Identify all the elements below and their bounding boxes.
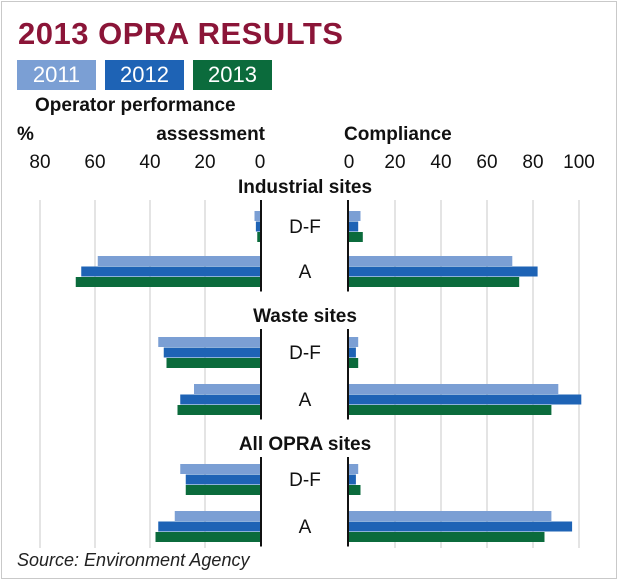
legend-item-2011: 2011	[17, 60, 96, 90]
bar-left-2013	[185, 485, 260, 495]
right-tick-label: 80	[522, 152, 543, 173]
chart-title: 2013 OPRA RESULTS	[18, 16, 344, 51]
bar-right-2011	[349, 337, 359, 347]
bar-left-2013	[166, 358, 260, 368]
bar-right-2013	[349, 532, 545, 542]
bar-left-2012	[185, 474, 260, 485]
bar-left-2011	[254, 211, 260, 221]
category-label: D-F	[289, 470, 321, 491]
right-tick-label: 20	[384, 152, 405, 173]
source-note: Source: Environment Agency	[17, 550, 250, 570]
left-tick-label: 0	[255, 152, 266, 173]
category-label: D-F	[289, 343, 321, 364]
category-label: A	[299, 262, 312, 283]
bar-left-2012	[81, 266, 260, 277]
bar-right-2012	[349, 521, 573, 532]
bar-right-2011	[349, 211, 361, 221]
left-tick-label: 20	[194, 152, 215, 173]
legend-item-2013: 2013	[193, 60, 272, 90]
bar-left-2013	[155, 532, 260, 542]
bar-right-2011	[349, 256, 513, 266]
bar-left-2011	[194, 384, 260, 394]
bar-right-2011	[349, 464, 359, 474]
right-panel-title: Compliance	[344, 124, 452, 145]
bar-right-2012	[349, 474, 356, 485]
left-panel-unit: %	[17, 124, 34, 145]
legend: 2011 2012 2013	[17, 60, 272, 90]
group-title: Waste sites	[253, 306, 357, 327]
bar-right-2012	[349, 394, 582, 405]
bar-right-2013	[349, 485, 361, 495]
bar-left-2013	[257, 232, 260, 242]
bar-left-2013	[75, 277, 260, 287]
bar-left-2011	[180, 464, 260, 474]
right-tick-label: 40	[430, 152, 451, 173]
category-label: A	[299, 390, 312, 411]
bar-right-2013	[349, 405, 552, 415]
bar-left-2012	[158, 521, 260, 532]
bar-right-2011	[349, 511, 552, 521]
right-tick-label: 60	[476, 152, 497, 173]
left-panel-title-line1: Operator performance	[35, 95, 236, 116]
bar-left-2012	[255, 221, 260, 232]
category-label: D-F	[289, 217, 321, 238]
bar-right-2011	[349, 384, 559, 394]
bar-right-2013	[349, 277, 520, 287]
bar-right-2013	[349, 232, 363, 242]
bar-right-2013	[349, 358, 359, 368]
bar-right-2012	[349, 347, 356, 358]
bar-left-2013	[177, 405, 260, 415]
bar-left-2011	[174, 511, 260, 521]
bar-left-2012	[180, 394, 260, 405]
category-label: A	[299, 517, 312, 538]
bar-left-2011	[97, 256, 260, 266]
left-panel-title-line2: assessment	[156, 124, 265, 145]
legend-item-2012: 2012	[105, 60, 184, 90]
left-tick-label: 80	[29, 152, 50, 173]
bar-left-2011	[158, 337, 260, 347]
right-tick-label: 100	[563, 152, 595, 173]
bar-left-2012	[163, 347, 260, 358]
bar-right-2012	[349, 221, 359, 232]
group-title: Industrial sites	[238, 177, 372, 198]
left-tick-label: 60	[84, 152, 105, 173]
bar-right-2012	[349, 266, 538, 277]
right-tick-label: 0	[344, 152, 355, 173]
left-tick-label: 40	[139, 152, 160, 173]
group-title: All OPRA sites	[239, 434, 371, 455]
